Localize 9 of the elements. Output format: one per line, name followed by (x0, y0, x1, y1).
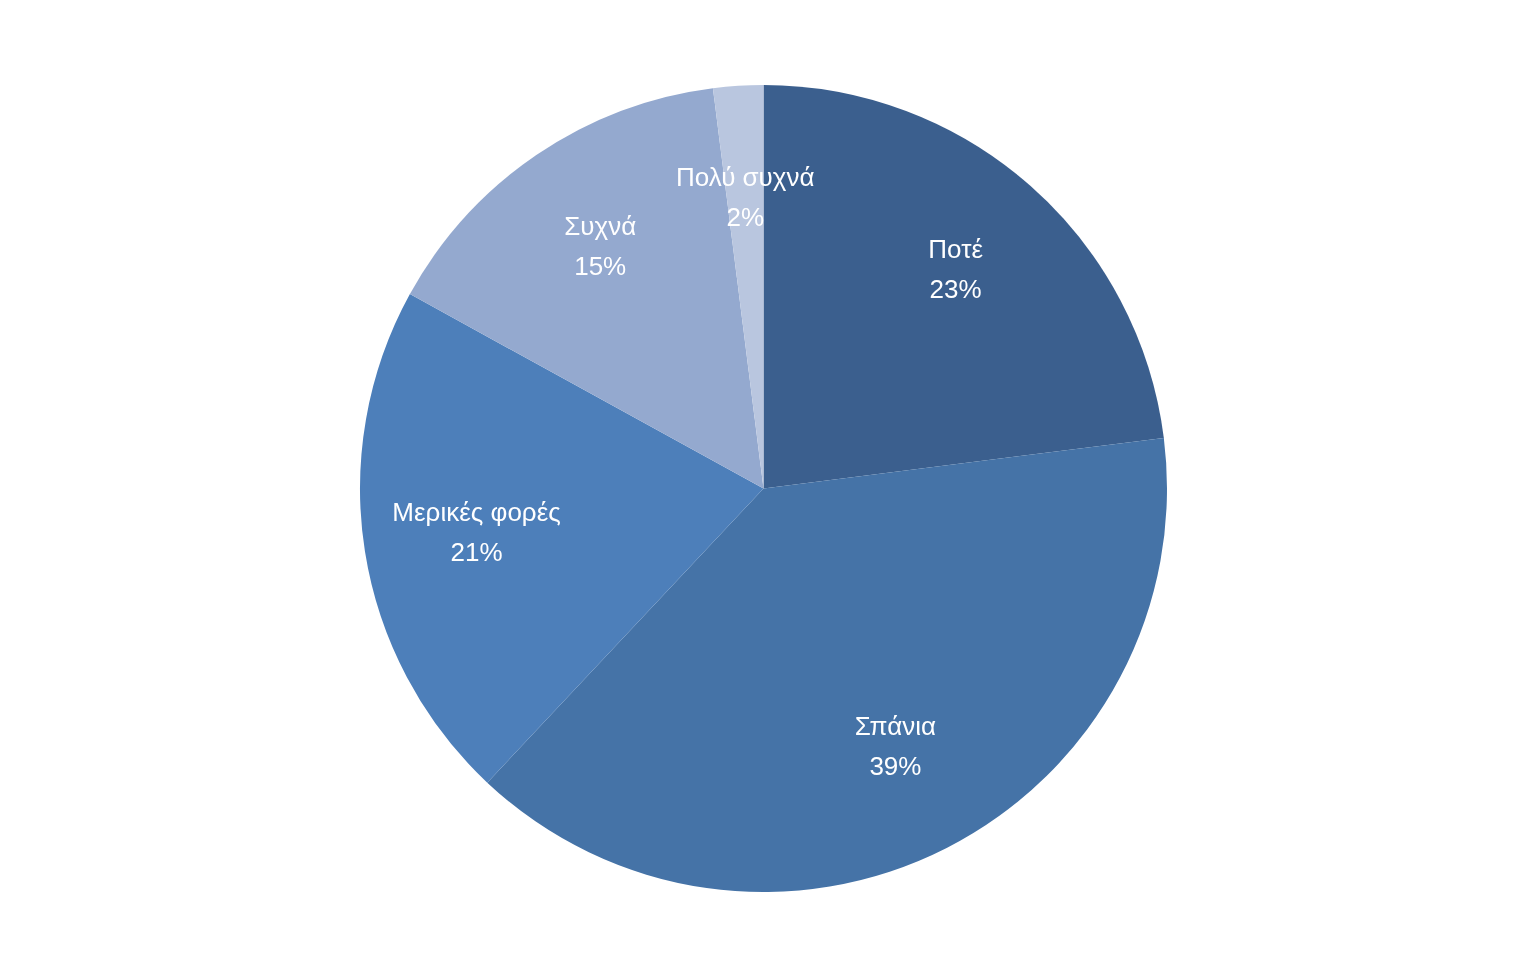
data-label: 23% (929, 273, 982, 304)
slice-label: Μερικές φορές (392, 497, 561, 528)
slice-label: Συχνά (564, 211, 637, 242)
slice-label: Ποτέ (928, 233, 984, 264)
slice-label: Σπάνια (854, 710, 937, 741)
data-label: 2% (726, 201, 765, 232)
data-label: 39% (869, 750, 922, 781)
data-label: 21% (450, 537, 503, 568)
data-label: 15% (574, 251, 627, 282)
